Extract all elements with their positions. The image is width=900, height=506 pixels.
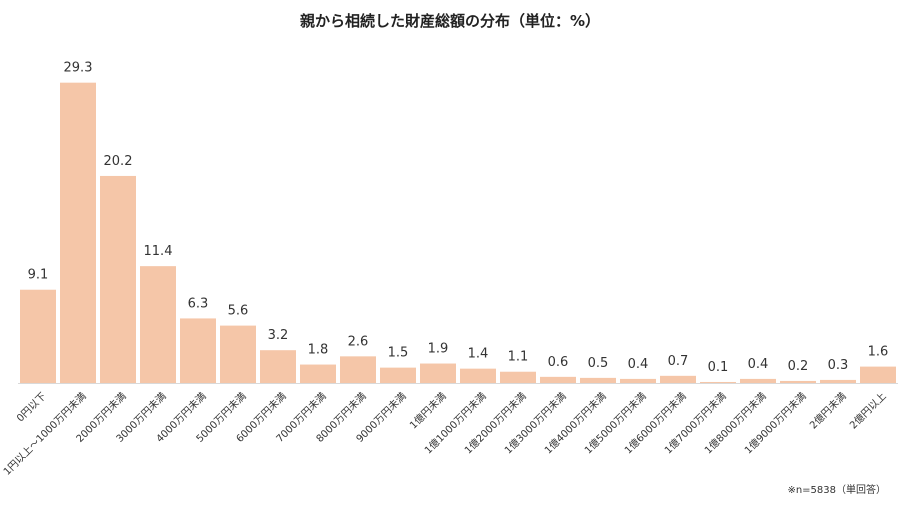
value-label-4: 6.3 bbox=[188, 296, 209, 311]
bar-19 bbox=[780, 381, 816, 383]
value-label-15: 0.4 bbox=[628, 357, 649, 372]
value-label-17: 0.1 bbox=[708, 360, 729, 375]
value-label-18: 0.4 bbox=[748, 357, 769, 372]
category-label-0: 0円以下 bbox=[15, 391, 48, 424]
value-label-3: 11.4 bbox=[144, 244, 173, 259]
bar-5 bbox=[220, 326, 256, 383]
bar-4 bbox=[180, 318, 216, 383]
value-label-0: 9.1 bbox=[28, 268, 49, 283]
value-label-11: 1.4 bbox=[468, 347, 489, 362]
bar-7 bbox=[300, 365, 336, 383]
value-label-20: 0.3 bbox=[828, 358, 849, 373]
bar-11 bbox=[460, 369, 496, 383]
bar-0 bbox=[20, 290, 56, 383]
value-label-5: 5.6 bbox=[228, 304, 249, 319]
bar-12 bbox=[500, 372, 536, 383]
bar-18 bbox=[740, 379, 776, 383]
category-labels-group: 0円以下1円以上～1000万円未満2000万円未満3000万円未満4000万円未… bbox=[1, 389, 889, 477]
value-label-10: 1.9 bbox=[428, 342, 449, 357]
bar-17 bbox=[700, 382, 736, 383]
category-label-21: 2億円以上 bbox=[847, 389, 889, 431]
bar-10 bbox=[420, 364, 456, 383]
bar-13 bbox=[540, 377, 576, 383]
bar-3 bbox=[140, 266, 176, 383]
category-label-10: 1億円未満 bbox=[407, 389, 449, 431]
value-label-19: 0.2 bbox=[788, 359, 809, 374]
value-label-16: 0.7 bbox=[668, 354, 689, 369]
value-label-6: 3.2 bbox=[268, 328, 289, 343]
value-label-12: 1.1 bbox=[508, 350, 529, 365]
value-label-2: 20.2 bbox=[104, 154, 133, 169]
value-label-9: 1.5 bbox=[388, 346, 409, 361]
value-label-8: 2.6 bbox=[348, 334, 369, 349]
bar-8 bbox=[340, 356, 376, 383]
bar-16 bbox=[660, 376, 696, 383]
value-label-13: 0.6 bbox=[548, 355, 569, 370]
bars-group bbox=[20, 83, 896, 383]
bar-14 bbox=[580, 378, 616, 383]
category-label-20: 2億円未満 bbox=[807, 389, 849, 431]
bar-9 bbox=[380, 368, 416, 383]
bar-15 bbox=[620, 379, 656, 383]
value-label-7: 1.8 bbox=[308, 343, 329, 358]
bar-2 bbox=[100, 176, 136, 383]
value-label-14: 0.5 bbox=[588, 356, 609, 371]
bar-1 bbox=[60, 83, 96, 383]
sample-size-note: ※n=5838（単回答） bbox=[787, 481, 886, 496]
value-label-1: 29.3 bbox=[64, 61, 93, 76]
bar-20 bbox=[820, 380, 856, 383]
bar-6 bbox=[260, 350, 296, 383]
bar-21 bbox=[860, 367, 896, 383]
category-label-1: 1円以上～1000万円未満 bbox=[1, 390, 89, 478]
value-label-21: 1.6 bbox=[868, 345, 889, 360]
